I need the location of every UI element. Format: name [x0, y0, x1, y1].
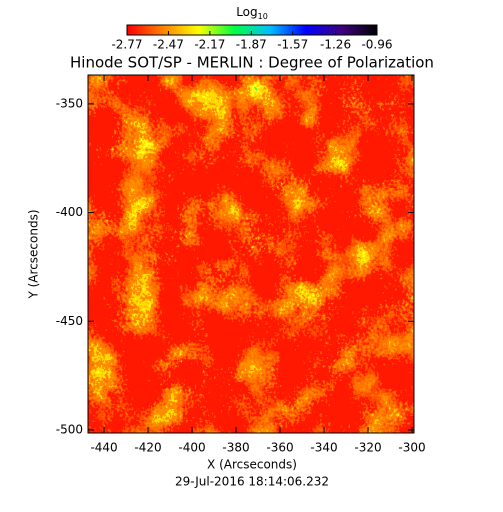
y-tick-label: -450: [56, 314, 83, 328]
x-tick-label: -360: [266, 441, 293, 455]
x-tick-label: -380: [222, 441, 249, 455]
plot-frame: [87, 74, 415, 434]
x-tick-label: -400: [178, 441, 205, 455]
map-image: [88, 75, 414, 433]
y-tick-label: -350: [56, 96, 83, 110]
x-axis-label: X (Arcseconds): [207, 458, 297, 472]
y-tick-label: -400: [56, 205, 83, 219]
colorbar-tick-label: -1.87: [236, 38, 267, 52]
footer: 29-Jul-2016 18:14:06.232: [175, 475, 329, 489]
y-axis-label: Y (Arcseconds): [27, 209, 41, 299]
colorbar: [126, 24, 378, 36]
colorbar-tick-label: -2.47: [153, 38, 184, 52]
x-tick-label: -420: [134, 441, 161, 455]
colorbar-tick-label: -1.57: [277, 38, 308, 52]
x-tick-label: -320: [354, 441, 381, 455]
x-tick-label: -340: [310, 441, 337, 455]
x-tick-label: -440: [90, 441, 117, 455]
colorbar-tick-label: -2.77: [111, 38, 142, 52]
x-tick-label: -300: [398, 441, 425, 455]
colorbar-tick-label: -1.26: [320, 38, 351, 52]
y-tick-label: -500: [56, 422, 83, 436]
colorbar-label: Log10: [236, 5, 268, 21]
chart-title: Hinode SOT/SP - MERLIN : Degree of Polar…: [70, 54, 434, 72]
colorbar-tick-label: -2.17: [194, 38, 225, 52]
colorbar-tick-label: -0.96: [361, 38, 392, 52]
